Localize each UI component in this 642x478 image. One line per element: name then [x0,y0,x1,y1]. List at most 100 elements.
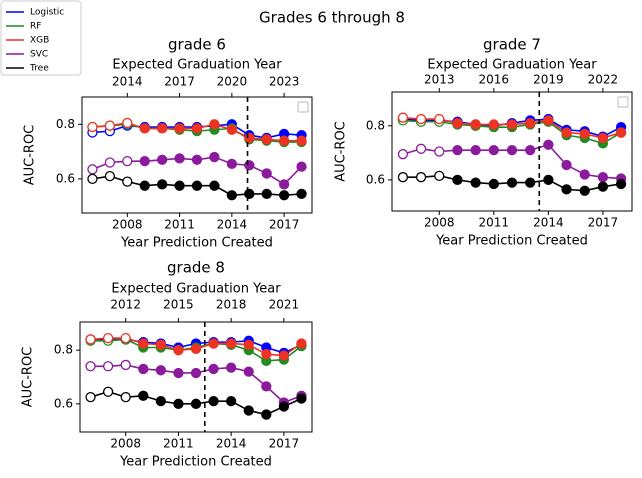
series-marker [261,134,272,145]
series-marker [157,179,168,190]
series-marker [597,181,609,192]
series-marker [561,184,572,195]
empty-legend-box [297,101,309,113]
series-marker [209,151,220,163]
axes-frame [391,91,633,212]
y-tick-label: 0.6 [56,171,75,185]
series-marker [173,367,184,379]
x-axis-label: Year Prediction Created [120,236,273,251]
series-marker [597,172,609,183]
series-marker [296,393,307,404]
series-marker [244,160,255,171]
figure-title: Grades 6 through 8 [259,9,405,27]
x-tick-label: 2014 [216,437,247,451]
x-tick-label: 2011 [164,218,195,232]
x2-axis-label: Expected Graduation Year [112,58,282,73]
series-marker [190,367,202,379]
series-marker [191,154,203,165]
series-marker [525,177,536,188]
legend-label: XGB [30,36,49,46]
y-tick-label: 0.6 [54,396,73,410]
series-marker [85,391,96,403]
series-marker [470,119,481,130]
series-marker [506,177,518,188]
series-marker [87,121,98,133]
x2-tick-label: 2019 [533,73,564,87]
x-tick-label: 2008 [424,216,455,230]
legend-frame [0,0,82,76]
y-tick-label: 0.8 [56,117,75,131]
x2-tick-label: 2023 [269,75,300,89]
series-marker [543,139,554,150]
series-marker [278,135,290,146]
series-marker [278,179,290,190]
series-marker [525,117,536,129]
series-marker [615,127,627,138]
series-marker [209,119,220,130]
legend-label: SVC [30,50,48,60]
series-marker [261,168,272,179]
series-marker [278,401,290,412]
series-marker [120,332,131,344]
series-marker [208,363,219,375]
series-marker [452,174,463,186]
series-marker [174,123,185,134]
x-tick-label: 2014 [217,218,248,232]
series-marker [173,345,184,356]
x2-tick-label: 2015 [163,298,194,312]
y-tick-label: 0.6 [366,172,385,186]
subplot-title: grade 7 [483,36,541,54]
series-marker [87,164,98,175]
x-tick-label: 2017 [588,216,619,230]
series-marker [138,363,149,375]
series-marker [296,135,307,146]
series-marker [174,153,185,164]
series-marker [157,123,168,134]
x-tick-label: 2008 [110,437,141,451]
series-marker [155,395,166,407]
series-marker [579,185,590,196]
series-marker [191,180,203,191]
series-marker [208,395,219,407]
series-marker [434,113,445,125]
series-marker [102,332,114,344]
series-marker [139,180,150,191]
series-marker [226,124,237,135]
x2-axis-label: Expected Graduation Year [111,282,281,297]
series-marker [415,113,427,125]
x2-tick-label: 2018 [216,298,247,312]
x-axis-label: Year Prediction Created [119,455,272,470]
empty-legend-box [617,96,629,108]
series-marker [397,112,409,123]
subplot-title: grade 6 [168,36,226,54]
series-marker [278,350,290,361]
series-marker [579,128,590,140]
series-marker [452,117,463,129]
series-marker [120,391,131,403]
series-marker [243,405,254,416]
series-marker [102,386,114,397]
x2-tick-label: 2013 [424,73,455,87]
axes-frame [79,321,313,433]
x-axis-label: Year Prediction Created [435,234,588,249]
series-marker [561,127,572,138]
series-marker [191,123,203,134]
x2-tick-label: 2016 [479,73,510,87]
series-marker [190,398,202,409]
series-marker [296,161,307,172]
legend-label: RF [30,22,41,32]
axes-frame [81,96,313,214]
series-marker [415,172,427,183]
series-marker [87,173,98,185]
series-marker [296,338,307,349]
series-marker [122,117,133,129]
series-marker [226,362,237,373]
series-marker [209,180,220,191]
y-tick-label: 0.8 [366,118,385,132]
x2-tick-label: 2021 [269,298,300,312]
series-marker [261,381,272,392]
series-marker [174,180,185,191]
series-marker [104,120,116,131]
